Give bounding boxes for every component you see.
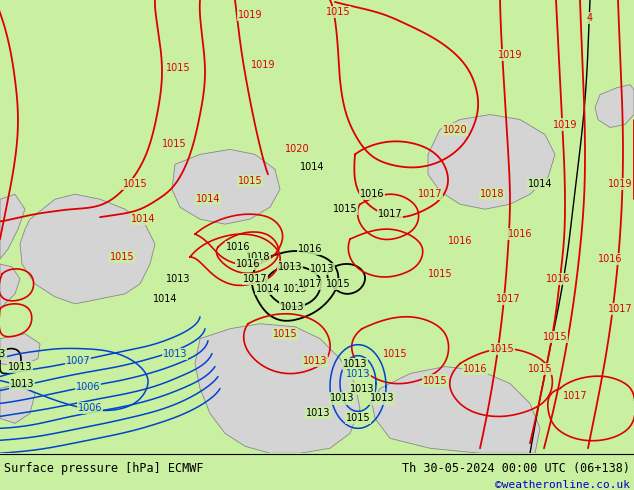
Text: 1015: 1015	[326, 7, 351, 17]
Text: 1015: 1015	[543, 332, 567, 342]
Text: 1013: 1013	[163, 348, 187, 359]
Text: 1014: 1014	[196, 194, 220, 204]
Text: 1017: 1017	[378, 209, 403, 219]
Text: 1013: 1013	[346, 368, 370, 379]
Text: 1014: 1014	[256, 284, 280, 294]
Text: 1015: 1015	[123, 179, 147, 189]
Text: 1020: 1020	[285, 145, 309, 154]
Text: 1014: 1014	[131, 214, 155, 224]
Text: 1017: 1017	[298, 279, 322, 289]
Text: 1013: 1013	[280, 302, 304, 312]
Text: 1013: 1013	[278, 262, 302, 272]
Text: 1015: 1015	[489, 343, 514, 354]
Text: 1013: 1013	[283, 284, 307, 294]
Text: 1015: 1015	[326, 279, 351, 289]
Text: 4: 4	[587, 13, 593, 23]
Text: 1015: 1015	[383, 348, 407, 359]
Text: 1019: 1019	[251, 60, 275, 70]
Text: 1015: 1015	[346, 414, 370, 423]
Text: 1015: 1015	[333, 204, 358, 214]
Text: 1006: 1006	[75, 382, 100, 392]
Text: 1013: 1013	[370, 393, 394, 403]
Text: 1013: 1013	[165, 274, 190, 284]
Text: 1018: 1018	[480, 189, 504, 199]
Text: 1013: 1013	[8, 362, 32, 371]
Text: 1016: 1016	[546, 274, 570, 284]
Text: 1013: 1013	[310, 264, 334, 274]
Text: 1006: 1006	[78, 403, 102, 414]
Text: Surface pressure [hPa] ECMWF: Surface pressure [hPa] ECMWF	[4, 462, 204, 475]
Text: 1019: 1019	[553, 120, 577, 129]
Text: 13: 13	[0, 348, 6, 359]
Text: 1015: 1015	[273, 329, 297, 339]
Text: 1014: 1014	[153, 294, 178, 304]
Text: 1019: 1019	[608, 179, 632, 189]
Text: 1015: 1015	[527, 364, 552, 373]
Text: 1013: 1013	[330, 393, 354, 403]
Text: 1016: 1016	[236, 259, 260, 269]
Text: 1014: 1014	[300, 162, 324, 172]
Text: 1015: 1015	[162, 140, 186, 149]
Text: 1013: 1013	[343, 359, 367, 368]
Text: 1013: 1013	[303, 356, 327, 366]
Text: 1019: 1019	[238, 10, 262, 20]
Text: 1013: 1013	[10, 378, 34, 389]
Text: Th 30-05-2024 00:00 UTC (06+138): Th 30-05-2024 00:00 UTC (06+138)	[402, 462, 630, 475]
Text: 1007: 1007	[66, 356, 90, 366]
Text: ©weatheronline.co.uk: ©weatheronline.co.uk	[495, 480, 630, 490]
Text: 1013: 1013	[350, 384, 374, 393]
Text: 1019: 1019	[498, 50, 522, 60]
Text: 1016: 1016	[298, 244, 322, 254]
Text: 1015: 1015	[165, 63, 190, 73]
Text: 1013: 1013	[306, 408, 330, 418]
Text: 1016: 1016	[508, 229, 533, 239]
Text: 1015: 1015	[110, 252, 134, 262]
Text: 1017: 1017	[563, 392, 587, 401]
Text: 1015: 1015	[238, 176, 262, 186]
Text: 1017: 1017	[607, 304, 632, 314]
Text: 1016: 1016	[463, 364, 488, 373]
Text: 1017: 1017	[243, 274, 268, 284]
Text: 1015: 1015	[428, 269, 452, 279]
Text: 1016: 1016	[226, 242, 250, 252]
Text: 1017: 1017	[418, 189, 443, 199]
Text: 1015: 1015	[423, 375, 448, 386]
Text: 1017: 1017	[496, 294, 521, 304]
Text: 1016: 1016	[448, 236, 472, 246]
Text: 1014: 1014	[527, 179, 552, 189]
Text: 1018: 1018	[246, 252, 270, 262]
Text: 1016: 1016	[359, 189, 384, 199]
Text: 1016: 1016	[598, 254, 622, 264]
Text: 1020: 1020	[443, 124, 467, 134]
